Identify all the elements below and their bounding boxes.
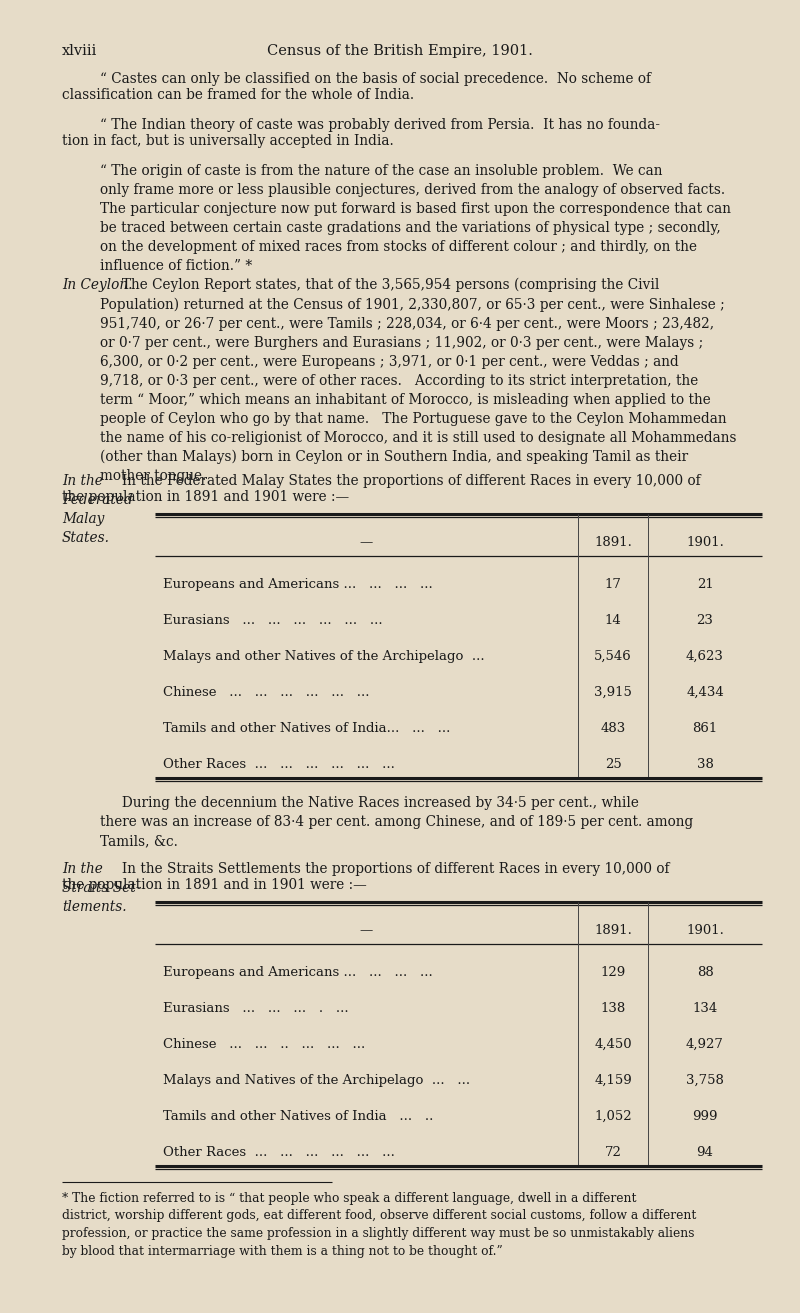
Text: In the Straits Settlements the proportions of different Races in every 10,000 of: In the Straits Settlements the proportio… — [100, 863, 670, 876]
Text: In Ceylon.: In Ceylon. — [62, 278, 133, 291]
Text: 1891.: 1891. — [594, 924, 632, 937]
Text: 17: 17 — [605, 578, 622, 591]
Text: Tamils and other Natives of India...   ...   ...: Tamils and other Natives of India... ...… — [163, 722, 450, 735]
Text: In the
Straits Set-
tlements.: In the Straits Set- tlements. — [62, 863, 140, 914]
Text: 4,159: 4,159 — [594, 1074, 632, 1087]
Text: “ The Indian theory of caste was probably derived from Persia.  It has no founda: “ The Indian theory of caste was probabl… — [100, 118, 660, 133]
Text: 5,546: 5,546 — [594, 650, 632, 663]
Text: 4,450: 4,450 — [594, 1039, 632, 1050]
Text: Census of the British Empire, 1901.: Census of the British Empire, 1901. — [267, 45, 533, 58]
Text: * The fiction referred to is “ that people who speak a different language, dwell: * The fiction referred to is “ that peop… — [62, 1192, 696, 1258]
Text: 38: 38 — [697, 758, 714, 771]
Text: Other Races  ...   ...   ...   ...   ...   ...: Other Races ... ... ... ... ... ... — [163, 758, 395, 771]
Text: During the decennium the Native Races increased by 34·5 per cent., while
there w: During the decennium the Native Races in… — [100, 796, 694, 848]
Text: tion in fact, but is universally accepted in India.: tion in fact, but is universally accepte… — [62, 134, 394, 148]
Text: 21: 21 — [697, 578, 714, 591]
Text: Eurasians   ...   ...   ...   .   ...: Eurasians ... ... ... . ... — [163, 1002, 349, 1015]
Text: 861: 861 — [692, 722, 718, 735]
Text: Malays and other Natives of the Archipelago  ...: Malays and other Natives of the Archipel… — [163, 650, 485, 663]
Text: Europeans and Americans ...   ...   ...   ...: Europeans and Americans ... ... ... ... — [163, 966, 433, 979]
Text: 3,758: 3,758 — [686, 1074, 724, 1087]
Text: The Ceylon Report states, that of the 3,565,954 persons (comprising the Civil
Po: The Ceylon Report states, that of the 3,… — [100, 278, 737, 483]
Text: 4,434: 4,434 — [686, 685, 724, 699]
Text: 138: 138 — [600, 1002, 626, 1015]
Text: 94: 94 — [697, 1146, 714, 1159]
Text: 1901.: 1901. — [686, 536, 724, 549]
Text: 25: 25 — [605, 758, 622, 771]
Text: Eurasians   ...   ...   ...   ...   ...   ...: Eurasians ... ... ... ... ... ... — [163, 614, 382, 628]
Text: In the
Federated
Malay
States.: In the Federated Malay States. — [62, 474, 133, 545]
Text: 999: 999 — [692, 1109, 718, 1123]
Text: 134: 134 — [692, 1002, 718, 1015]
Text: 4,927: 4,927 — [686, 1039, 724, 1050]
Text: —: — — [360, 536, 373, 549]
Text: 23: 23 — [697, 614, 714, 628]
Text: 1891.: 1891. — [594, 536, 632, 549]
Text: “ The origin of caste is from the nature of the case an insoluble problem.  We c: “ The origin of caste is from the nature… — [100, 164, 731, 273]
Text: 1,052: 1,052 — [594, 1109, 632, 1123]
Text: —: — — [360, 924, 373, 937]
Text: 88: 88 — [697, 966, 714, 979]
Text: Europeans and Americans ...   ...   ...   ...: Europeans and Americans ... ... ... ... — [163, 578, 433, 591]
Text: 4,623: 4,623 — [686, 650, 724, 663]
Text: Other Races  ...   ...   ...   ...   ...   ...: Other Races ... ... ... ... ... ... — [163, 1146, 395, 1159]
Text: 129: 129 — [600, 966, 626, 979]
Text: Malays and Natives of the Archipelago  ...   ...: Malays and Natives of the Archipelago ..… — [163, 1074, 470, 1087]
Text: 72: 72 — [605, 1146, 622, 1159]
Text: Tamils and other Natives of India   ...   ..: Tamils and other Natives of India ... .. — [163, 1109, 434, 1123]
Text: 14: 14 — [605, 614, 622, 628]
Text: the population in 1891 and 1901 were :—: the population in 1891 and 1901 were :— — [62, 490, 349, 504]
Text: the population in 1891 and in 1901 were :—: the population in 1891 and in 1901 were … — [62, 878, 366, 892]
Text: Chinese   ...   ...   ..   ...   ...   ...: Chinese ... ... .. ... ... ... — [163, 1039, 366, 1050]
Text: 1901.: 1901. — [686, 924, 724, 937]
Text: xlviii: xlviii — [62, 45, 98, 58]
Text: classification can be framed for the whole of India.: classification can be framed for the who… — [62, 88, 414, 102]
Text: 3,915: 3,915 — [594, 685, 632, 699]
Text: 483: 483 — [600, 722, 626, 735]
Text: In the Federated Malay States the proportions of different Races in every 10,000: In the Federated Malay States the propor… — [100, 474, 701, 488]
Text: Chinese   ...   ...   ...   ...   ...   ...: Chinese ... ... ... ... ... ... — [163, 685, 370, 699]
Text: “ Castes can only be classified on the basis of social precedence.  No scheme of: “ Castes can only be classified on the b… — [100, 72, 651, 85]
